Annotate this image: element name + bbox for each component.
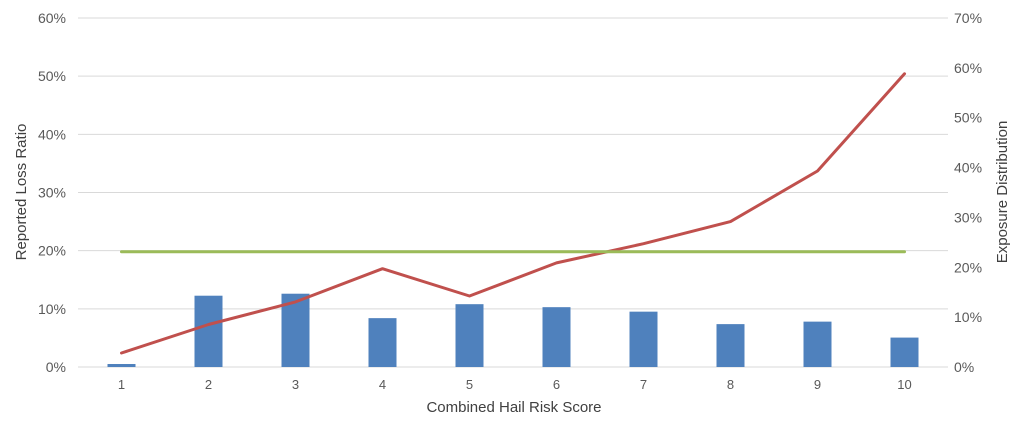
x-tick-label: 2 (205, 377, 212, 392)
x-axis-title: Combined Hail Risk Score (426, 399, 601, 416)
line-series (120, 72, 906, 355)
y2-tick-label: 30% (954, 209, 982, 225)
series-line-1 (120, 72, 906, 355)
bar (281, 293, 310, 367)
x-tick-label: 1 (118, 377, 125, 392)
y2-tick-label: 40% (954, 160, 982, 176)
bar (107, 364, 136, 367)
x-tick-label: 9 (814, 377, 821, 392)
y-tick-label: 40% (38, 126, 66, 142)
y2-tick-label: 50% (954, 110, 982, 126)
y-tick-label: 60% (38, 10, 66, 26)
y-tick-label: 20% (38, 243, 66, 259)
y-tick-label: 0% (46, 359, 66, 375)
y-axis-title: Reported Loss Ratio (13, 124, 30, 261)
x-tick-label: 3 (292, 377, 299, 392)
left-axis-ticks: 0% 10% 20% 30% 40% 50% 60% (38, 10, 66, 375)
y2-tick-label: 10% (954, 309, 982, 325)
bar (716, 324, 745, 367)
y-tick-label: 10% (38, 301, 66, 317)
bar-series (107, 293, 919, 367)
y-tick-label: 50% (38, 68, 66, 84)
x-tick-label: 4 (379, 377, 386, 392)
bar (803, 321, 832, 367)
bar (455, 304, 484, 367)
bar (194, 295, 223, 367)
x-tick-label: 8 (727, 377, 734, 392)
y2-tick-label: 20% (954, 259, 982, 275)
right-axis-ticks: 0% 10% 20% 30% 40% 50% 60% 70% (954, 10, 982, 375)
x-tick-label: 7 (640, 377, 647, 392)
x-tick-label: 5 (466, 377, 473, 392)
bar (629, 311, 658, 367)
bar (542, 307, 571, 367)
x-tick-label: 6 (553, 377, 560, 392)
y2-tick-label: 0% (954, 359, 974, 375)
y2-axis-title: Exposure Distribution (994, 121, 1011, 264)
y2-tick-label: 60% (954, 60, 982, 76)
bar (890, 337, 919, 367)
x-axis-ticks: 1 2 3 4 5 6 7 8 9 10 (118, 377, 912, 392)
bar (368, 318, 397, 367)
y-tick-label: 30% (38, 185, 66, 201)
y2-tick-label: 70% (954, 10, 982, 26)
x-tick-label: 10 (897, 377, 911, 392)
